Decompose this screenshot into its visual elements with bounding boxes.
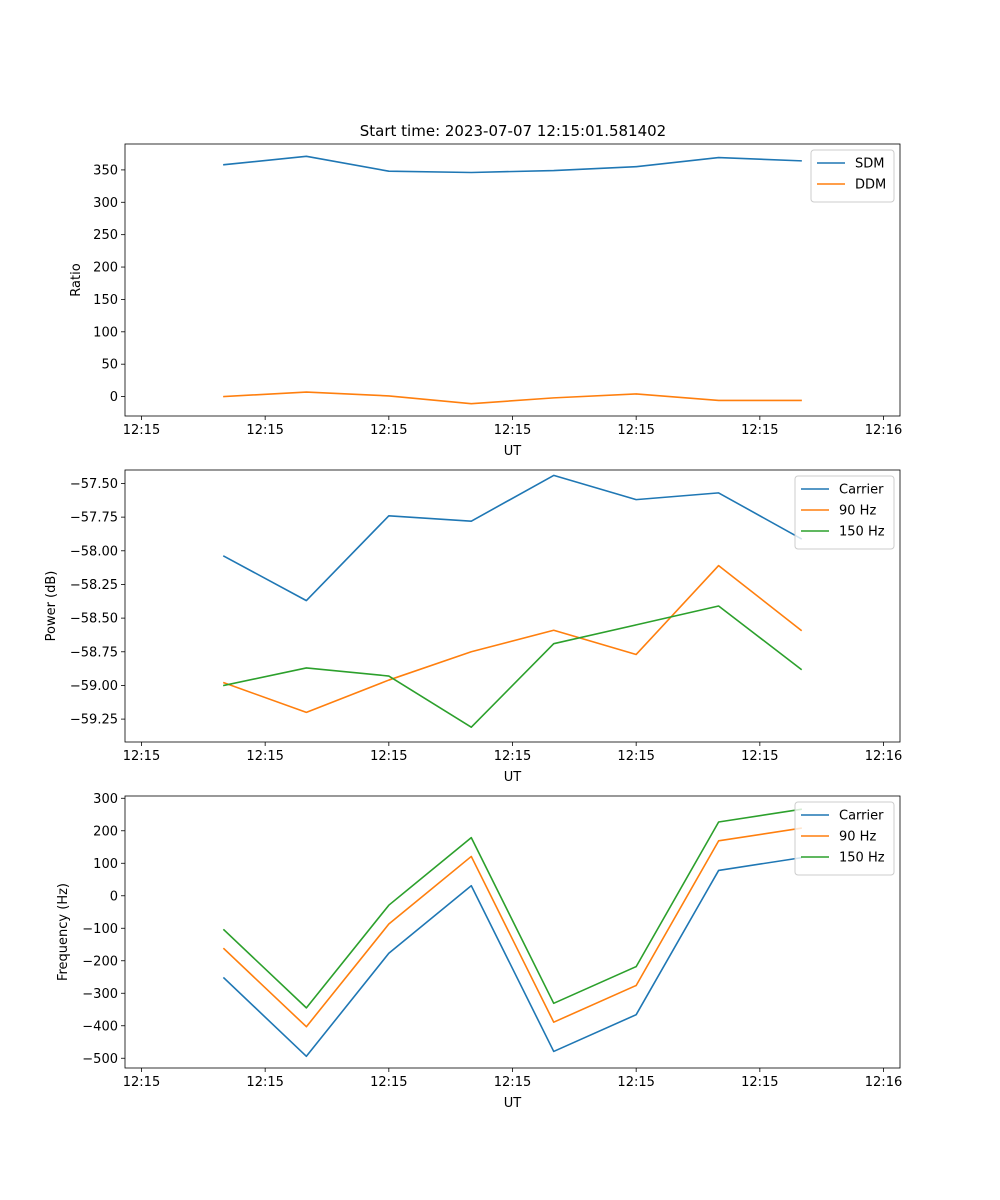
series-line-ddm — [223, 391, 802, 405]
x-tick-label: 12:15 — [246, 749, 283, 764]
x-tick-label: 12:16 — [865, 749, 902, 764]
y-tick-label: −58.50 — [70, 612, 118, 627]
x-tick-label: 12:15 — [494, 423, 531, 438]
x-tick-label: 12:15 — [370, 423, 407, 438]
series-line-90-hz — [222, 827, 802, 1028]
series-line-150-hz — [222, 605, 803, 728]
series-line-150-hz — [222, 808, 802, 1009]
x-tick-label: 12:16 — [865, 1075, 902, 1090]
legend-label: 150 Hz — [839, 525, 885, 540]
y-tick-label: −59.25 — [70, 713, 118, 728]
subplot-2: 12:15 12:15 12:15 12:15 12:15 12:15 12:16 −59.2… — [44, 469, 902, 785]
y-axis-label: Ratio — [69, 263, 84, 296]
legend: Carrier 90 Hz 150 Hz — [794, 801, 895, 876]
legend-label: 90 Hz — [839, 830, 876, 845]
legend-label: Carrier — [839, 483, 884, 498]
subplot-1: 12:15 12:15 12:15 12:15 12:15 12:15 12:16 0 50 10… — [69, 143, 902, 459]
y-tick-label: −400 — [82, 1019, 118, 1034]
subplot-3: 12:15 12:15 12:15 12:15 12:15 12:15 12:16 −500 −… — [56, 792, 902, 1111]
y-tick-label: −100 — [82, 922, 118, 937]
legend-label: DDM — [855, 178, 886, 193]
y-tick-label: −58.75 — [70, 645, 118, 660]
series-line-sdm — [223, 155, 802, 174]
y-tick-label: 350 — [93, 163, 118, 178]
y-tick-label: 300 — [93, 196, 118, 211]
x-tick-label: 12:15 — [370, 749, 407, 764]
x-tick-label: 12:15 — [741, 749, 778, 764]
series-line-carrier — [222, 474, 803, 602]
legend-label: 150 Hz — [839, 851, 885, 866]
y-tick-label: −500 — [82, 1052, 118, 1067]
legend: Carrier 90 Hz 150 Hz — [794, 475, 895, 550]
figure-title: Start time: 2023-07-07 12:15:01.581402 — [360, 122, 666, 140]
y-axis-label: Power (dB) — [44, 571, 59, 642]
y-tick-label: 150 — [93, 293, 118, 308]
axes-frame — [124, 795, 901, 1069]
x-tick-label: 12:15 — [741, 423, 778, 438]
x-tick-label: 12:15 — [123, 749, 160, 764]
y-tick-label: −300 — [82, 987, 118, 1002]
y-tick-label: 0 — [110, 889, 118, 904]
y-tick-label: −58.25 — [70, 578, 118, 593]
x-tick-label: 12:15 — [246, 1075, 283, 1090]
y-tick-label: −57.75 — [70, 511, 118, 526]
y-tick-label: 100 — [93, 857, 118, 872]
legend-label: SDM — [855, 157, 884, 172]
x-tick-label: 12:15 — [617, 1075, 654, 1090]
x-tick-label: 12:15 — [246, 423, 283, 438]
legend-label: Carrier — [839, 809, 884, 824]
y-tick-label: 300 — [93, 792, 118, 807]
y-tick-label: 200 — [93, 261, 118, 276]
y-tick-label: 50 — [101, 358, 118, 373]
axes-frame — [124, 143, 901, 417]
x-tick-label: 12:15 — [123, 1075, 160, 1090]
y-tick-label: 200 — [93, 824, 118, 839]
axes-frame — [124, 469, 901, 743]
series-line-90-hz — [222, 564, 803, 714]
x-tick-label: 12:15 — [123, 423, 160, 438]
y-tick-label: −59.00 — [70, 679, 118, 694]
x-tick-label: 12:15 — [494, 749, 531, 764]
x-tick-label: 12:15 — [370, 1075, 407, 1090]
x-tick-label: 12:15 — [617, 749, 654, 764]
legend: SDM DDM — [810, 149, 895, 203]
y-tick-label: 250 — [93, 228, 118, 243]
x-axis-label: UT — [504, 770, 522, 785]
y-tick-label: 0 — [110, 390, 118, 405]
y-axis-label: Frequency (Hz) — [56, 883, 71, 981]
series-line-carrier — [222, 856, 802, 1058]
y-tick-label: −58.00 — [70, 544, 118, 559]
x-tick-label: 12:15 — [741, 1075, 778, 1090]
x-tick-label: 12:16 — [865, 423, 902, 438]
y-tick-label: −57.50 — [70, 477, 118, 492]
legend-label: 90 Hz — [839, 504, 876, 519]
x-axis-label: UT — [504, 444, 522, 459]
x-tick-label: 12:15 — [617, 423, 654, 438]
y-tick-label: 100 — [93, 325, 118, 340]
y-tick-label: −200 — [82, 954, 118, 969]
x-tick-label: 12:15 — [494, 1075, 531, 1090]
x-axis-label: UT — [504, 1096, 522, 1111]
